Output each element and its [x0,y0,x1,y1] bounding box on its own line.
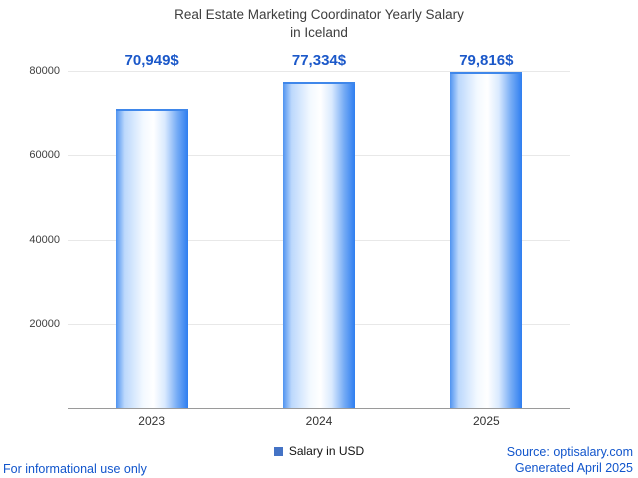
value-label-2025: 79,816$ [459,52,514,69]
y-tick-label: 40000 [29,233,60,246]
chart-title-line2: in Iceland [290,24,348,40]
x-tick-label-2024: 2024 [305,414,333,428]
plot-area: 70,949$ 2023 77,334$ 2024 79,816$ 2025 [68,52,570,428]
chart-title-line1: Real Estate Marketing Coordinator Yearly… [174,7,464,22]
bar-2025 [450,71,523,408]
x-axis-line [68,408,570,409]
legend: Salary in USD [0,444,638,458]
disclaimer-text: For informational use only [3,462,147,476]
legend-label: Salary in USD [288,444,365,458]
x-tick-label-2025: 2025 [472,414,500,428]
y-tick-label: 80000 [29,65,60,77]
y-axis-labels: 20000 40000 60000 80000 [0,65,60,408]
value-label-2023: 70,949$ [124,52,179,69]
source-link[interactable]: Source: optisalary.com [506,444,633,459]
bar-2023 [115,109,188,408]
x-tick-label-2023: 2023 [138,414,165,428]
y-tick-label: 60000 [29,149,60,162]
chart-title: Real Estate Marketing Coordinator Yearly… [0,6,638,41]
bar-2024 [283,82,355,408]
value-label-2024: 77,334$ [291,52,347,69]
chart-region: 20000 40000 60000 80000 70,949$ 2023 77,334$ 2… [0,52,638,428]
generated-date: Generated April 2025 [514,460,633,475]
y-tick-label: 20000 [29,317,60,330]
footer-right: Source: optisalary.com Generated April 2… [507,444,633,477]
gridline [68,71,570,72]
legend-swatch-icon [273,446,283,456]
